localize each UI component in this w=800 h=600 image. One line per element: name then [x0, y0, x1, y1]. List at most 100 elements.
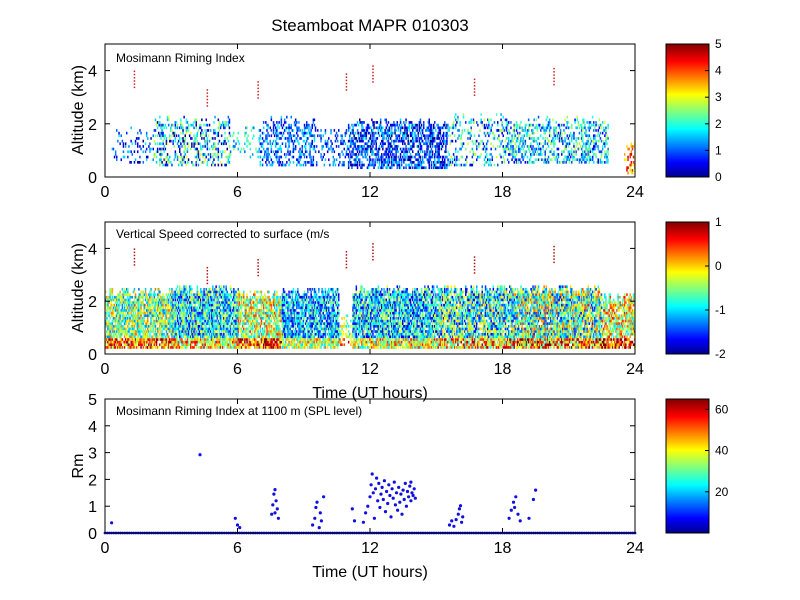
heatmap-cell: [182, 322, 184, 325]
heatmap-cell: [142, 317, 144, 320]
heatmap-cell: [219, 317, 222, 320]
heatmap-cell: [410, 126, 413, 130]
heatmap-cell: [200, 332, 202, 336]
heatmap-cell: [292, 145, 295, 148]
heatmap-cell: [162, 314, 164, 318]
heatmap-cell: [211, 317, 213, 320]
heatmap-cell: [604, 129, 606, 132]
heatmap-cell: [208, 295, 211, 299]
heatmap-cell: [435, 147, 437, 151]
heatmap-cell: [201, 306, 203, 310]
heatmap-cell: [307, 126, 309, 130]
heatmap-cell: [204, 319, 206, 323]
heatmap-cell: [196, 317, 199, 320]
heatmap-cell: [286, 126, 288, 130]
heatmap-cell: [127, 301, 129, 304]
heatmap-cell: [193, 309, 195, 312]
heatmap-cell: [119, 301, 121, 304]
heatmap-cell: [159, 121, 161, 124]
heatmap-cell: [179, 161, 181, 164]
heatmap-cell: [425, 142, 427, 146]
heatmap-cell: [191, 142, 193, 146]
heatmap-cell: [154, 319, 157, 323]
heatmap-cell: [511, 150, 513, 154]
heatmap-cell: [223, 343, 225, 347]
heatmap-cell: [130, 301, 132, 304]
heatmap-cell: [179, 338, 181, 341]
heatmap-cell: [229, 317, 232, 320]
heatmap-cell: [112, 325, 115, 328]
heatmap-cell: [279, 145, 281, 148]
heatmap-cell: [133, 70, 136, 73]
heatmap-cell: [606, 137, 608, 140]
heatmap-cell: [438, 166, 440, 170]
heatmap-cell: [371, 131, 373, 135]
heatmap-cell: [389, 123, 392, 127]
heatmap-cell: [438, 131, 440, 135]
heatmap-cell: [345, 150, 348, 154]
heatmap-cell: [500, 155, 502, 159]
heatmap-cell: [171, 311, 173, 315]
heatmap-cell: [173, 309, 175, 312]
heatmap-cell: [554, 129, 556, 132]
heatmap-cell: [321, 158, 323, 162]
heatmap-cell: [153, 303, 156, 307]
heatmap-cell: [196, 325, 199, 328]
heatmap-cell: [606, 161, 608, 164]
heatmap-cell: [278, 155, 280, 159]
heatmap-cell: [195, 319, 197, 323]
heatmap-cell: [177, 325, 180, 328]
heatmap-cell: [234, 332, 236, 336]
heatmap-cell: [299, 137, 301, 140]
heatmap-cell: [121, 301, 124, 304]
heatmap-cell: [385, 166, 387, 170]
heatmap-cell: [367, 126, 370, 130]
heatmap-cell: [538, 147, 541, 151]
heatmap-cell: [214, 295, 216, 299]
heatmap-cell: [172, 343, 174, 347]
heatmap-cell: [159, 314, 161, 318]
heatmap-cell: [138, 325, 140, 328]
heatmap-cell: [201, 346, 203, 349]
heatmap-cell: [163, 126, 165, 130]
heatmap-cell: [435, 166, 437, 170]
heatmap-cell: [123, 306, 126, 310]
heatmap-cell: [128, 150, 130, 154]
x-tick-label: 18: [494, 184, 512, 201]
heatmap-cell: [141, 325, 143, 328]
heatmap-cell: [109, 325, 111, 328]
heatmap-cell: [131, 317, 133, 320]
heatmap-cell: [163, 322, 165, 325]
heatmap-cell: [442, 126, 445, 130]
heatmap-cell: [543, 158, 545, 162]
heatmap-cell: [184, 134, 186, 138]
heatmap-cell: [203, 123, 205, 127]
heatmap-cell: [164, 322, 167, 325]
heatmap-cell: [226, 330, 228, 333]
heatmap-cell: [276, 158, 278, 162]
heatmap-cell: [133, 327, 136, 331]
heatmap-cell: [150, 317, 152, 320]
heatmap-cell: [144, 306, 147, 310]
heatmap-cell: [165, 335, 168, 339]
heatmap-cell: [200, 301, 202, 304]
heatmap-cell: [134, 322, 137, 325]
heatmap-cell: [223, 295, 225, 299]
heatmap-cell: [506, 142, 509, 146]
heatmap-cell: [434, 166, 436, 170]
heatmap-cell: [172, 311, 174, 315]
heatmap-cell: [276, 129, 278, 132]
heatmap-cell: [228, 161, 231, 164]
heatmap-cell: [219, 340, 222, 344]
heatmap-cell: [452, 121, 455, 124]
heatmap-cell: [444, 158, 446, 162]
heatmap-cell: [438, 161, 440, 164]
heatmap-cell: [214, 153, 216, 156]
heatmap-cell: [218, 290, 221, 294]
heatmap-cell: [131, 153, 133, 156]
heatmap-cell: [455, 150, 457, 154]
heatmap-cell: [218, 285, 221, 289]
heatmap-cell: [373, 137, 375, 140]
heatmap-cell: [429, 131, 432, 135]
heatmap-cell: [489, 131, 491, 135]
